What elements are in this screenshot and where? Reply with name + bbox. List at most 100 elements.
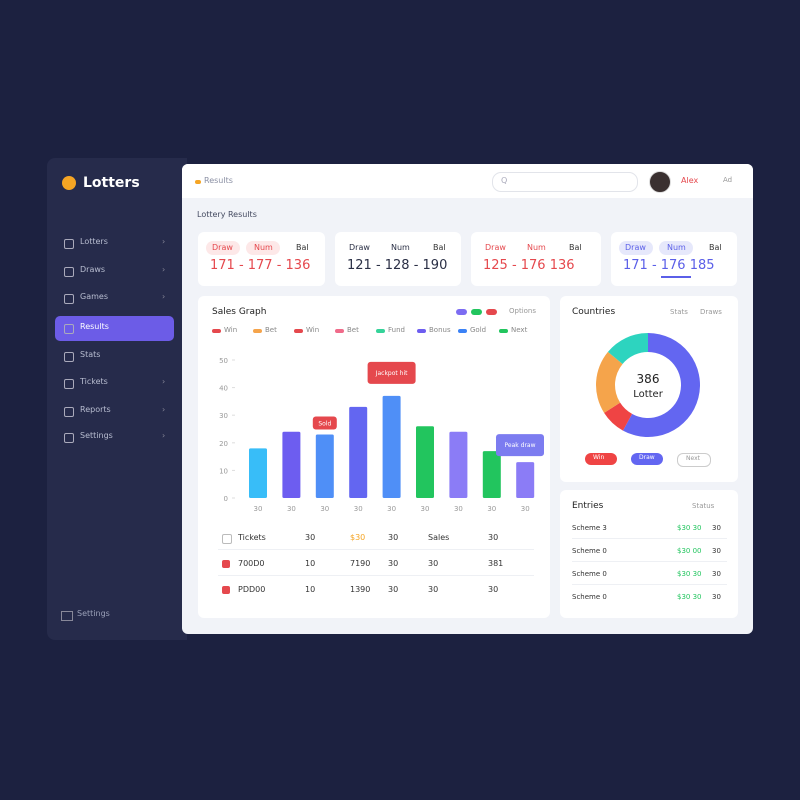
avatar[interactable] xyxy=(649,171,671,193)
nav-item[interactable]: Settings xyxy=(80,431,113,440)
chart-panel: Sales Graph Options Win Bet Win Bet Fund Bonus G… xyxy=(198,296,550,618)
entry-cell: Scheme 0 xyxy=(572,593,607,601)
nav-chevron: › xyxy=(162,265,166,274)
donut-center: 386 xyxy=(637,372,660,386)
donut-chart: 386 Lotter xyxy=(596,333,700,437)
breadcrumb: Results xyxy=(204,176,233,185)
nav-chevron: › xyxy=(162,405,166,414)
chart-options[interactable]: Options xyxy=(509,307,537,315)
table-cell: 30 xyxy=(428,559,439,568)
stat-label: Bal xyxy=(709,243,722,252)
stat-label: Num xyxy=(391,243,410,252)
user-name[interactable]: Alex xyxy=(681,176,699,185)
entry-cell: Scheme 3 xyxy=(572,524,607,532)
crumb-dot xyxy=(195,180,201,184)
stat-label: Bal xyxy=(296,243,309,252)
sidebar: Lotters Lotters › Draws › Games › Results Stats T… xyxy=(47,158,187,640)
stat-label: Num xyxy=(254,243,273,252)
nav-chevron: › xyxy=(162,377,166,386)
label-pill xyxy=(246,241,280,255)
table-cell: Sales xyxy=(428,533,450,542)
bar xyxy=(516,462,535,498)
row-check[interactable] xyxy=(222,534,232,544)
bar xyxy=(416,426,434,498)
header: Results Q Alex Ad xyxy=(182,164,753,198)
donut-button[interactable]: Win xyxy=(585,453,617,465)
button-label: Next xyxy=(686,455,700,462)
annotation: Peak draw xyxy=(504,442,535,449)
entry-divider xyxy=(572,538,727,539)
entry-cell: $30 00 xyxy=(677,547,702,555)
x-tick-label: 30 xyxy=(254,505,263,513)
row-check[interactable] xyxy=(222,586,230,594)
table-cell: 30 xyxy=(488,533,499,542)
legend-swatch xyxy=(253,329,262,333)
bar xyxy=(382,395,401,498)
nav-item[interactable]: Draws xyxy=(80,265,106,274)
donut-panel: Countries Stats Draws 386 Lotter Win Draw Next xyxy=(560,296,738,482)
entry-divider xyxy=(572,561,727,562)
table-cell: 30 xyxy=(305,533,316,542)
donut-center-label: Lotter xyxy=(633,389,664,400)
legend-label: Win xyxy=(224,326,238,334)
nav-item[interactable]: Results xyxy=(80,322,109,331)
stat-label: Num xyxy=(527,243,546,252)
sidebar-footer[interactable]: Settings xyxy=(77,609,110,618)
x-tick-label: 30 xyxy=(354,505,363,513)
nav-item[interactable]: Lotters xyxy=(80,237,108,246)
nav-icon xyxy=(64,239,74,249)
nav-icon xyxy=(64,324,74,334)
toggle[interactable] xyxy=(456,309,467,315)
legend-label: Gold xyxy=(470,326,487,334)
chart-title: Sales Graph xyxy=(212,307,267,317)
underline xyxy=(661,276,691,278)
stat-label: Draw xyxy=(349,243,370,252)
nav-item[interactable]: Games xyxy=(80,292,108,301)
nav-item[interactable]: Stats xyxy=(80,350,101,359)
table-cell: 30 xyxy=(388,533,399,542)
table-cell: 7190 xyxy=(350,559,371,568)
entry-cell: 30 xyxy=(712,524,721,532)
toggle[interactable] xyxy=(486,309,497,315)
bar-chart: 0 10 20 30 40 50 30 30 30 30 30 30 30 30 30 Jackpot hit… xyxy=(219,357,544,513)
nav-icon xyxy=(64,352,74,362)
row-check[interactable] xyxy=(222,560,230,568)
table-cell: 10 xyxy=(305,559,316,568)
donut-link[interactable]: Stats xyxy=(670,308,688,316)
table-cell: 381 xyxy=(488,559,504,568)
donut-button[interactable]: Draw xyxy=(631,453,663,465)
toggle[interactable] xyxy=(471,309,482,315)
entry-divider xyxy=(572,584,727,585)
bar xyxy=(349,406,368,498)
bar xyxy=(249,448,267,498)
stat-label: Draw xyxy=(625,243,646,252)
label-pill xyxy=(619,241,653,255)
table-cell: Tickets xyxy=(238,533,266,542)
legend-label: Bet xyxy=(347,326,359,334)
stat-value: 171 - 177 - 136 xyxy=(210,258,311,273)
entries-status: Status xyxy=(692,502,715,510)
nav-item[interactable]: Reports xyxy=(80,405,111,414)
annotation-box xyxy=(367,361,416,384)
bar xyxy=(315,434,334,498)
stat-label: Draw xyxy=(212,243,233,252)
label-pill xyxy=(206,241,240,255)
y-tick-label: 0 xyxy=(224,495,228,503)
table-cell: 30 xyxy=(388,585,399,594)
stat-value: 125 - 176 136 xyxy=(483,258,575,273)
donut-button[interactable]: Next xyxy=(677,453,711,467)
search-box[interactable]: Q xyxy=(492,172,638,192)
donut-link[interactable]: Draws xyxy=(700,308,722,316)
table-cell: 30 xyxy=(488,585,499,594)
y-tick-label: 30 xyxy=(219,412,228,420)
annotation: Sold xyxy=(318,421,331,428)
x-tick-label: 30 xyxy=(387,505,396,513)
brand-name: Lotters xyxy=(83,175,140,191)
label-pill xyxy=(659,241,693,255)
donut-segment xyxy=(604,402,633,431)
annotation-box xyxy=(496,434,544,457)
entry-cell: 30 xyxy=(712,547,721,555)
page-title: Lottery Results xyxy=(197,210,257,219)
nav-item[interactable]: Tickets xyxy=(80,377,108,386)
